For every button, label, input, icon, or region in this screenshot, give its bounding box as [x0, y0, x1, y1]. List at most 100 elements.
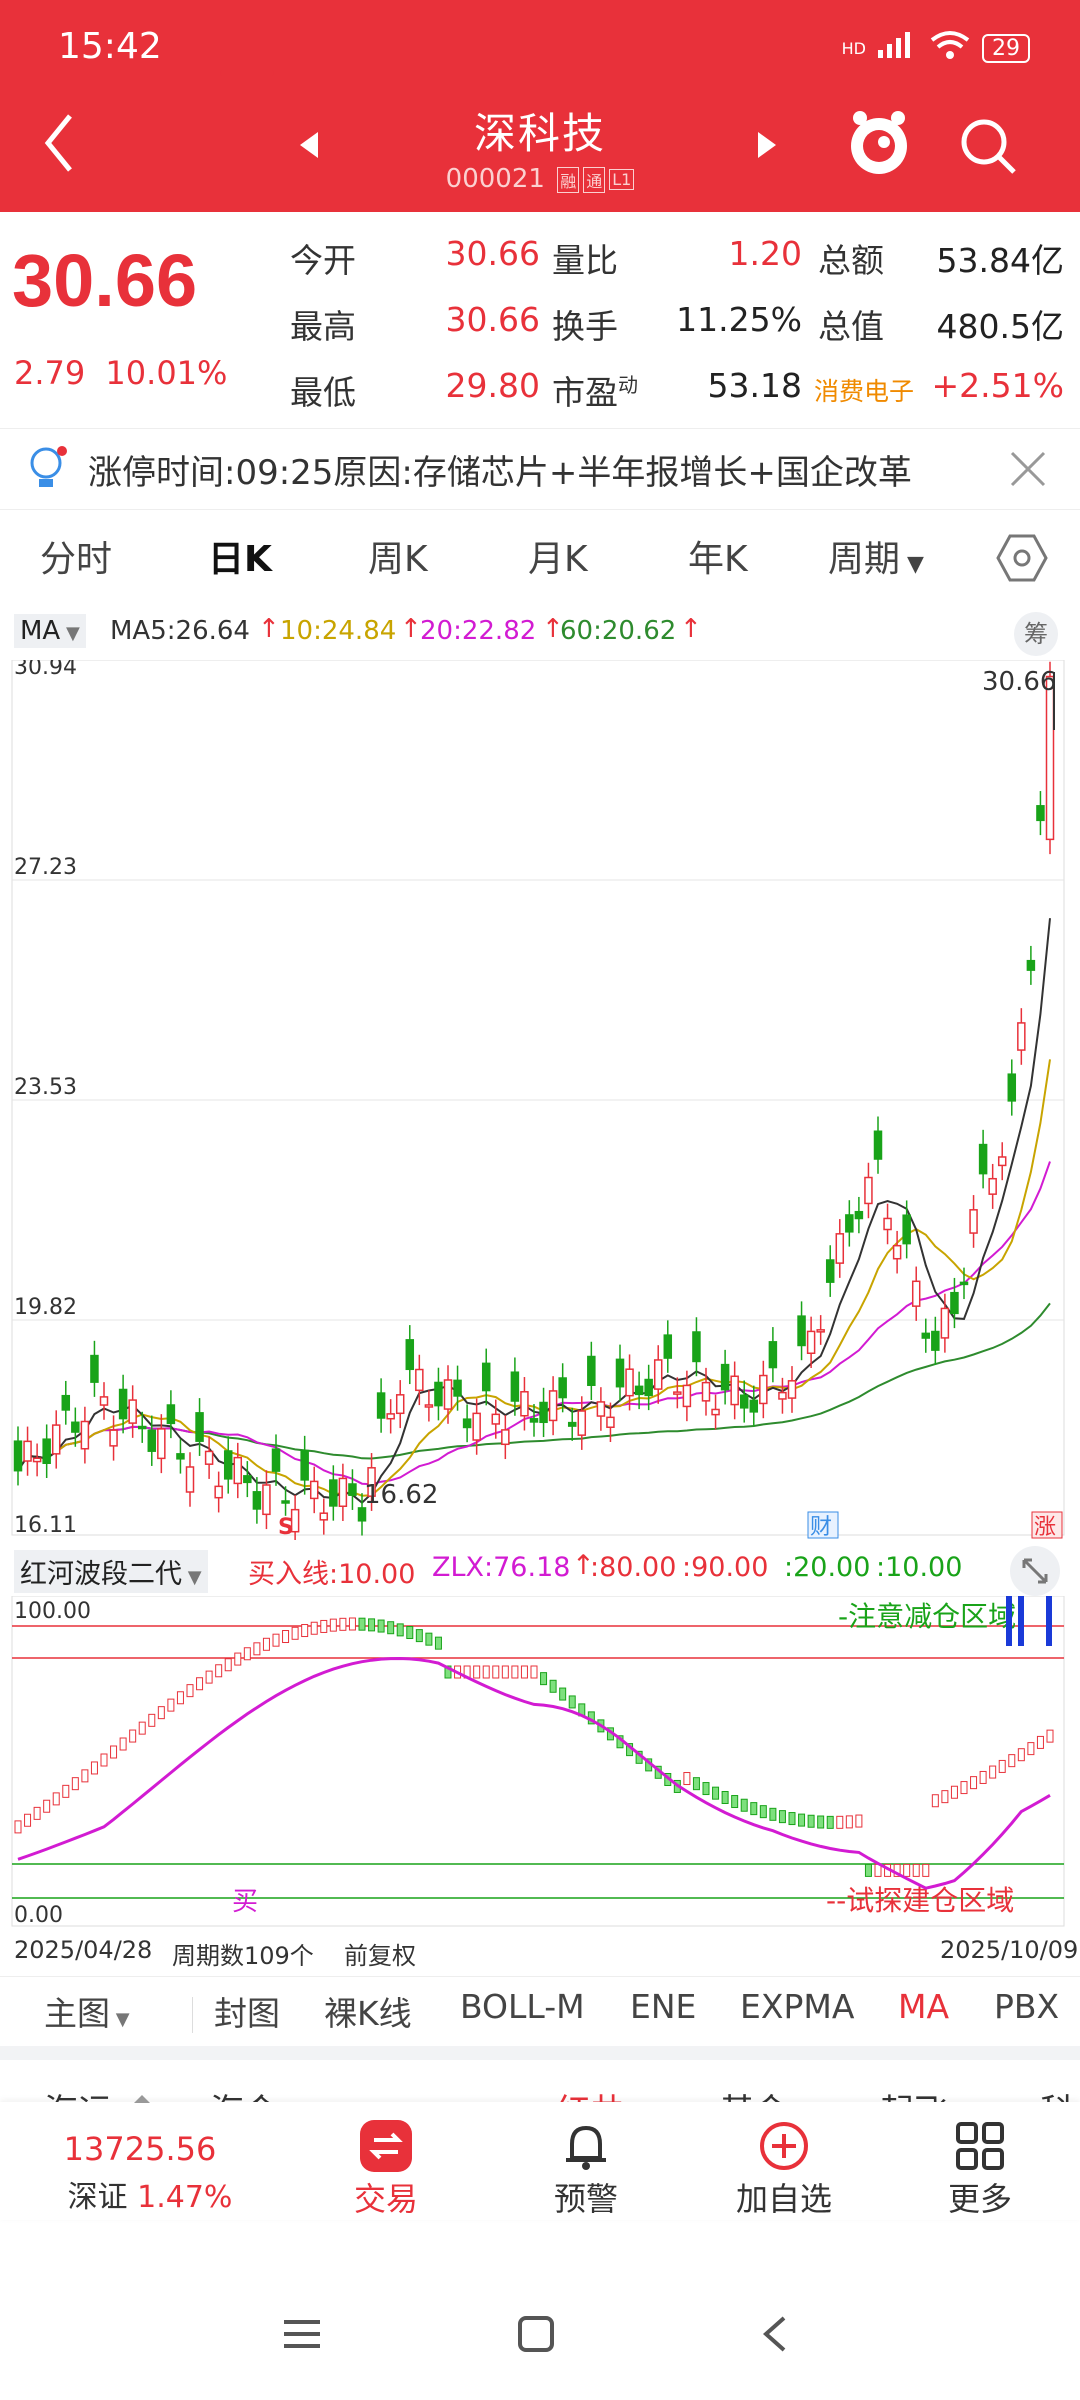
settings-hexagon-button[interactable]	[996, 532, 1048, 588]
indicator-toolbar: 主图 ▼ 封图 裸K线 BOLL-M ENE EXPMA MA PBX	[0, 1976, 1080, 2045]
finance-marker[interactable]: 财	[810, 1515, 832, 1540]
tool-pbx[interactable]: PBX	[994, 1987, 1060, 2026]
indicator-bar	[186, 1684, 194, 1698]
nav-add-watchlist[interactable]: 加自选	[724, 2102, 844, 2220]
up-arrow-icon: ↑	[572, 1550, 595, 1581]
tool-naked-k[interactable]: 裸K线	[324, 1994, 412, 2033]
indicator-chart[interactable]: 100.00 0.00 -注意减仓区域 --试探建仓区域 买	[0, 1596, 1080, 1928]
candle	[118, 1388, 128, 1420]
nav-alert[interactable]: 预警	[526, 2102, 646, 2220]
value-open: 30.66	[445, 234, 540, 273]
chip-distribution-button[interactable]: 筹	[1014, 612, 1058, 656]
hidden-item-1[interactable]: 海运	[44, 2084, 112, 2102]
candle	[845, 1214, 854, 1233]
buy-line-value: 买入线:10.00	[248, 1559, 416, 1590]
candle	[873, 1130, 883, 1160]
indicator-bar	[43, 1799, 51, 1813]
indicator-bar	[205, 1670, 213, 1684]
indicator-bar	[912, 1863, 920, 1877]
indicator-bar	[778, 1810, 786, 1824]
nav-trade-label: 交易	[353, 2180, 418, 2218]
prev-stock-button[interactable]	[298, 130, 320, 164]
candle	[243, 1475, 252, 1484]
nav-more[interactable]: 更多	[920, 2102, 1040, 2220]
adjustment-mode[interactable]: 前复权	[344, 1942, 416, 1970]
kline-chart[interactable]: 30.94 27.23 23.53 19.82 16.11 30.66 16.6…	[0, 660, 1080, 1540]
status-icons: HD 29	[842, 30, 1030, 66]
next-stock-button[interactable]	[756, 130, 778, 164]
candle	[1017, 1022, 1026, 1051]
candle	[281, 1500, 290, 1504]
sector-name[interactable]: 消费电子	[814, 377, 915, 406]
index-value[interactable]: 13725.56	[63, 2130, 217, 2168]
hidden-item-4[interactable]: 基金	[720, 2084, 788, 2102]
candle	[443, 1379, 453, 1410]
candle	[357, 1507, 367, 1522]
nav-trade[interactable]: 交易	[326, 2102, 446, 2220]
label-turnover-rate: 换手	[552, 307, 618, 346]
status-time: 15:42	[58, 26, 162, 67]
candle	[395, 1394, 405, 1415]
chevron-down-icon: ▼	[182, 1567, 202, 1588]
candle	[329, 1479, 338, 1507]
tool-seal[interactable]: 封图	[214, 1994, 280, 2033]
tab-weekly-k[interactable]: 周K	[368, 539, 428, 580]
candle	[921, 1332, 931, 1339]
candle	[701, 1381, 711, 1402]
candle	[663, 1334, 673, 1359]
indicator-bar	[769, 1807, 777, 1821]
candle	[491, 1413, 501, 1425]
close-banner-button[interactable]	[1008, 449, 1048, 493]
indicator-bar	[692, 1777, 700, 1791]
tool-ene[interactable]: ENE	[630, 1987, 697, 2026]
hidden-item-2[interactable]: 海会	[210, 2084, 278, 2102]
expand-button[interactable]	[1010, 1546, 1060, 1596]
hidden-item-5[interactable]: 起飞	[880, 2084, 948, 2102]
hidden-item-6[interactable]: 科	[1040, 2084, 1074, 2102]
indicator-bar	[291, 1626, 299, 1640]
tool-ma[interactable]: MA	[898, 1987, 950, 2026]
up-arrow-icon: ↑	[542, 614, 564, 644]
index-name: 深证	[67, 2180, 128, 2215]
tool-main-chart-label: 主图	[44, 1994, 110, 2033]
home-icon[interactable]	[516, 2314, 556, 2358]
indicator-bar	[864, 1863, 872, 1877]
indicator-bar	[100, 1753, 108, 1767]
index-line[interactable]: 深证 1.47%	[60, 2172, 240, 2216]
indicator-bar	[444, 1665, 452, 1679]
indicator-bar	[568, 1695, 576, 1709]
axis-label-4: 19.82	[14, 1295, 77, 1320]
tab-monthly-k[interactable]: 月K	[528, 539, 588, 580]
indicator-selector[interactable]: 红河波段二代 ▼	[14, 1550, 208, 1593]
label-pe-sup: 动	[618, 373, 638, 397]
tab-period[interactable]: 周期 ▼	[828, 530, 924, 582]
mascot-icon[interactable]	[848, 108, 910, 178]
value-market-cap: 480.5亿	[936, 307, 1064, 346]
tab-yearly-k[interactable]: 年K	[688, 539, 748, 580]
tab-daily-k[interactable]: 日K	[208, 539, 272, 580]
tool-expma[interactable]: EXPMA	[740, 1987, 855, 2026]
v10-value: :10.00	[876, 1552, 963, 1583]
candle	[262, 1484, 271, 1516]
back-button[interactable]	[40, 108, 80, 178]
tool-main-chart[interactable]: 主图 ▼	[44, 1987, 130, 2035]
candle	[338, 1477, 348, 1508]
candle	[883, 1217, 892, 1231]
tab-intraday[interactable]: 分时	[40, 539, 113, 580]
indicator-bar	[683, 1772, 691, 1786]
period-tabs: 分时 日K 周K 月K 年K 周期 ▼	[0, 520, 1080, 600]
indicator-bar	[520, 1665, 528, 1679]
indicator-bar	[24, 1813, 32, 1827]
tool-boll-m[interactable]: BOLL-M	[460, 1987, 585, 2026]
candle	[319, 1512, 329, 1521]
search-button[interactable]	[958, 116, 1018, 176]
limit-up-banner[interactable]: 涨停时间:09:25原因:存储芯片+半年报增长+国企改革	[0, 428, 1080, 510]
back-nav-icon[interactable]	[756, 2314, 796, 2358]
hidden-item-3[interactable]: 红井	[556, 2084, 624, 2102]
ma-selector[interactable]: MA ▼	[14, 614, 86, 648]
menu-icon[interactable]	[282, 2314, 322, 2358]
candle	[548, 1390, 558, 1422]
limit-up-marker[interactable]: 涨	[1034, 1515, 1056, 1540]
tab-period-label: 周期	[828, 539, 901, 580]
candle	[787, 1380, 797, 1399]
